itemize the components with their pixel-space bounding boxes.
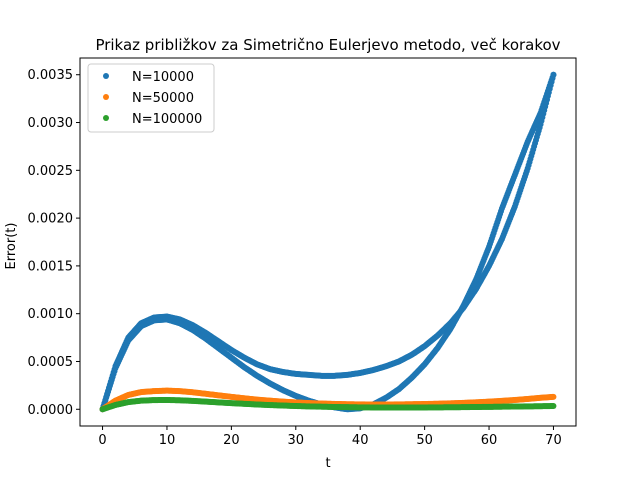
y-tick-label: 0.0020 (28, 212, 74, 227)
y-tick-label: 0.0010 (28, 307, 74, 322)
series-n-100000 (99, 397, 557, 413)
data-point (550, 393, 557, 400)
x-tick-label: 10 (159, 433, 176, 448)
plot-frame (79, 57, 577, 427)
x-axis: 0 10 20 30 40 50 60 70 (98, 426, 562, 448)
y-tick-label: 0.0035 (28, 68, 74, 83)
legend-box (87, 63, 215, 133)
x-tick-label: 20 (223, 433, 240, 448)
x-tick-label: 60 (481, 433, 498, 448)
y-axis-label: Error(t) (4, 223, 19, 270)
legend-marker (103, 73, 109, 79)
x-tick-label: 40 (352, 433, 369, 448)
data-point (550, 403, 557, 410)
y-tick-label: 0.0005 (28, 355, 74, 370)
legend-marker (103, 115, 109, 121)
legend-label: N=50000 (132, 91, 194, 106)
x-tick-label: 50 (416, 433, 433, 448)
y-tick-label: 0.0000 (28, 403, 74, 418)
chart-title: Prikaz približkov za Simetrično Eulerjev… (95, 36, 560, 54)
y-tick-label: 0.0015 (28, 259, 74, 274)
x-tick-label: 30 (288, 433, 305, 448)
x-tick-label: 0 (98, 433, 106, 448)
legend: N=10000 N=50000 N=100000 (87, 63, 215, 133)
legend-label: N=10000 (132, 70, 194, 85)
y-tick-label: 0.0025 (28, 164, 74, 179)
y-axis: 0.0000 0.0005 0.0010 0.0015 0.0020 0.0025 0.00… (28, 68, 80, 418)
data-point (550, 71, 557, 78)
legend-label: N=100000 (132, 112, 202, 127)
legend-marker (103, 94, 109, 100)
plot-area (99, 71, 557, 413)
x-axis-label: t (325, 456, 330, 471)
y-tick-label: 0.0030 (28, 116, 74, 131)
x-tick-label: 70 (545, 433, 562, 448)
